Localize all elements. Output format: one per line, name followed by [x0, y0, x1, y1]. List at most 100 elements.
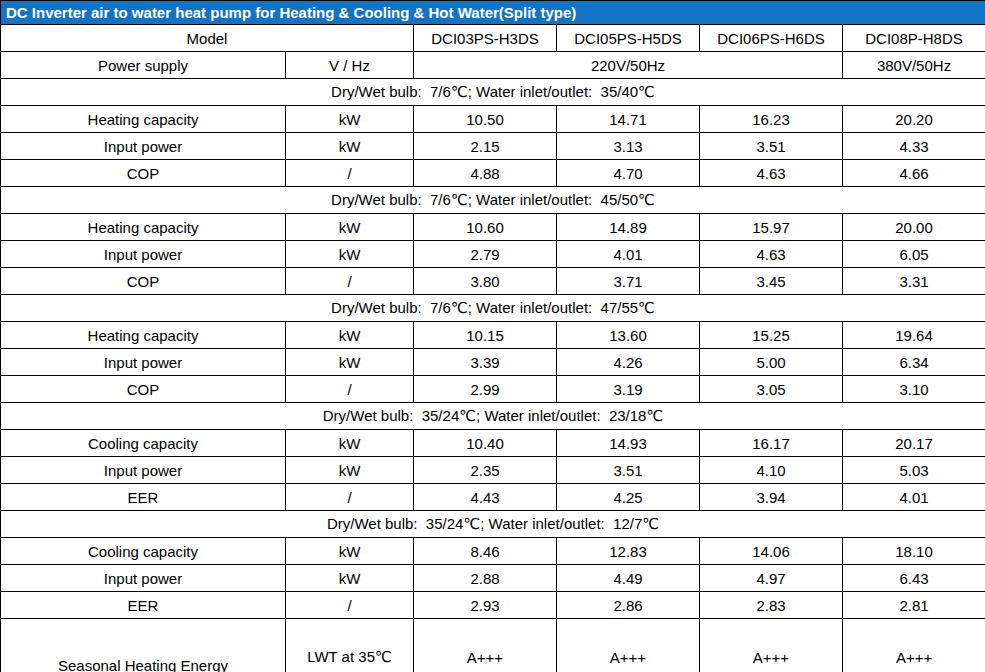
data-row: Cooling capacity kW 10.40 14.93 16.17 20…: [1, 430, 985, 457]
model-name: DCI05PS-H5DS: [557, 25, 700, 52]
value-cell: 4.70: [557, 160, 700, 187]
row-unit: /: [286, 160, 414, 187]
value-cell: 3.94: [700, 484, 843, 511]
seasonal-label-line1: Seasonal Heating Energy: [3, 653, 283, 672]
value-cell: 4.63: [700, 241, 843, 268]
condition-text: Dry/Wet bulb: 7/6℃; Water inlet/outlet: …: [1, 79, 985, 106]
value-cell: 5.00: [700, 349, 843, 376]
data-row: COP / 4.88 4.70 4.63 4.66: [1, 160, 985, 187]
value-cell: 15.97: [700, 214, 843, 241]
value-cell: 14.89: [557, 214, 700, 241]
value-cell: 20.00: [843, 214, 985, 241]
data-row: COP / 2.99 3.19 3.05 3.10: [1, 376, 985, 403]
value-cell: 2.93: [414, 592, 557, 619]
value-cell: 4.97: [700, 565, 843, 592]
value-cell: 4.33: [843, 133, 985, 160]
power-supply-row: Power supply V / Hz 220V/50Hz 380V/50Hz: [1, 52, 985, 79]
condition-text: Dry/Wet bulb: 7/6℃; Water inlet/outlet: …: [1, 187, 985, 214]
page-title: DC Inverter air to water heat pump for H…: [1, 1, 985, 25]
condition-text: Dry/Wet bulb: 35/24℃; Water inlet/outlet…: [1, 403, 985, 430]
value-cell: 14.93: [557, 430, 700, 457]
value-cell: 4.25: [557, 484, 700, 511]
row-label: Heating capacity: [1, 214, 286, 241]
row-unit: kW: [286, 214, 414, 241]
row-label: Input power: [1, 565, 286, 592]
value-cell: 4.43: [414, 484, 557, 511]
value-cell: 10.50: [414, 106, 557, 133]
model-label: Model: [1, 25, 414, 52]
condition-text: Dry/Wet bulb: 35/24℃; Water inlet/outlet…: [1, 511, 985, 538]
value-cell: 3.51: [557, 457, 700, 484]
value-cell: 6.05: [843, 241, 985, 268]
value-cell: 3.31: [843, 268, 985, 295]
value-cell: 5.03: [843, 457, 985, 484]
data-row: Input power kW 2.15 3.13 3.51 4.33: [1, 133, 985, 160]
seasonal-row: Seasonal Heating Energy Efficiency Ratin…: [1, 619, 985, 672]
value-cell: A+++: [843, 619, 985, 672]
row-label: Input power: [1, 133, 286, 160]
data-row: Input power kW 2.88 4.49 4.97 6.43: [1, 565, 985, 592]
model-row: Model DCI03PS-H3DS DCI05PS-H5DS DCI06PS-…: [1, 25, 985, 52]
data-row: Input power kW 3.39 4.26 5.00 6.34: [1, 349, 985, 376]
data-row: Input power kW 2.35 3.51 4.10 5.03: [1, 457, 985, 484]
value-cell: 2.79: [414, 241, 557, 268]
row-unit: kW: [286, 241, 414, 268]
value-cell: 3.45: [700, 268, 843, 295]
value-cell: 14.71: [557, 106, 700, 133]
value-cell: 20.17: [843, 430, 985, 457]
value-cell: 2.81: [843, 592, 985, 619]
table-title-row: DC Inverter air to water heat pump for H…: [1, 1, 985, 25]
row-label: Cooling capacity: [1, 430, 286, 457]
row-unit: kW: [286, 322, 414, 349]
data-row: EER / 4.43 4.25 3.94 4.01: [1, 484, 985, 511]
value-cell: 3.19: [557, 376, 700, 403]
value-cell: 2.83: [700, 592, 843, 619]
row-label: COP: [1, 268, 286, 295]
value-cell: 2.88: [414, 565, 557, 592]
condition-row: Dry/Wet bulb: 7/6℃; Water inlet/outlet: …: [1, 295, 985, 322]
value-cell: 3.71: [557, 268, 700, 295]
value-cell: 3.39: [414, 349, 557, 376]
value-cell: 6.34: [843, 349, 985, 376]
data-row: Heating capacity kW 10.60 14.89 15.97 20…: [1, 214, 985, 241]
condition-row: Dry/Wet bulb: 7/6℃; Water inlet/outlet: …: [1, 79, 985, 106]
row-label: COP: [1, 160, 286, 187]
value-cell: 2.99: [414, 376, 557, 403]
value-cell: 4.63: [700, 160, 843, 187]
condition-row: Dry/Wet bulb: 35/24℃; Water inlet/outlet…: [1, 511, 985, 538]
value-cell: 3.51: [700, 133, 843, 160]
row-label: COP: [1, 376, 286, 403]
data-row: Heating capacity kW 10.50 14.71 16.23 20…: [1, 106, 985, 133]
value-cell: 6.43: [843, 565, 985, 592]
data-row: Cooling capacity kW 8.46 12.83 14.06 18.…: [1, 538, 985, 565]
row-label: Cooling capacity: [1, 538, 286, 565]
value-cell: 3.10: [843, 376, 985, 403]
data-row: COP / 3.80 3.71 3.45 3.31: [1, 268, 985, 295]
value-cell: 2.15: [414, 133, 557, 160]
seasonal-label: Seasonal Heating Energy Efficiency Ratin…: [1, 619, 286, 672]
row-unit: kW: [286, 106, 414, 133]
row-unit: kW: [286, 538, 414, 565]
value-cell: 4.26: [557, 349, 700, 376]
row-unit: /: [286, 592, 414, 619]
value-cell: A+++: [414, 619, 557, 672]
row-unit: kW: [286, 457, 414, 484]
value-cell: 4.66: [843, 160, 985, 187]
heat-pump-spec-table: DC Inverter air to water heat pump for H…: [0, 0, 985, 672]
row-unit: kW: [286, 430, 414, 457]
seasonal-unit: LWT at 35℃: [286, 619, 414, 672]
value-cell: A+++: [700, 619, 843, 672]
power-supply-value-220: 220V/50Hz: [414, 52, 843, 79]
row-label: Input power: [1, 457, 286, 484]
power-supply-label: Power supply: [1, 52, 286, 79]
value-cell: 2.35: [414, 457, 557, 484]
value-cell: 15.25: [700, 322, 843, 349]
row-label: EER: [1, 592, 286, 619]
value-cell: 4.01: [843, 484, 985, 511]
model-name: DCI08P-H8DS: [843, 25, 985, 52]
value-cell: 16.23: [700, 106, 843, 133]
row-label: Input power: [1, 349, 286, 376]
value-cell: 10.40: [414, 430, 557, 457]
row-unit: kW: [286, 349, 414, 376]
value-cell: 10.60: [414, 214, 557, 241]
